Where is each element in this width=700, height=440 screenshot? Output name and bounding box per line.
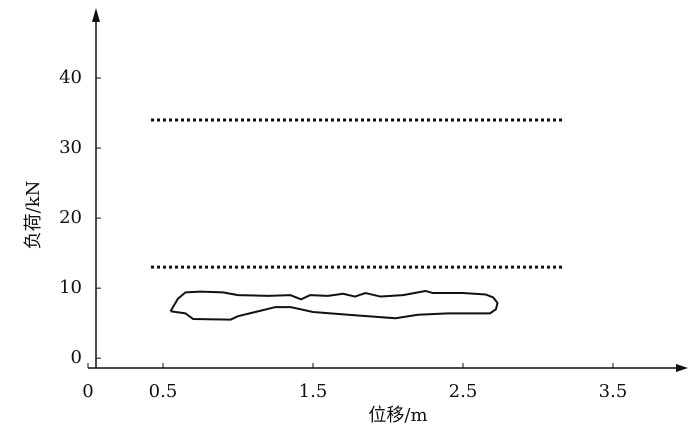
x-axis-arrow (676, 364, 688, 372)
x-tick-label: 3.5 (599, 381, 628, 402)
y-tick-label: 0 (71, 347, 82, 368)
y-axis-label: 负荷/kN (23, 181, 44, 250)
y-tick-label: 10 (59, 277, 82, 298)
x-tick-label: 1.5 (299, 381, 328, 402)
data-line (169, 289, 499, 321)
x-tick-label: 0.5 (149, 381, 178, 402)
y-tick-label: 20 (59, 207, 82, 228)
x-axis-label: 位移/m (368, 405, 427, 426)
y-axis-arrow (92, 8, 100, 22)
x-tick-label: 2.5 (449, 381, 478, 402)
y-tick-label: 40 (59, 67, 82, 88)
x-tick-label: 0 (82, 381, 93, 402)
y-tick-label: 30 (59, 137, 82, 158)
